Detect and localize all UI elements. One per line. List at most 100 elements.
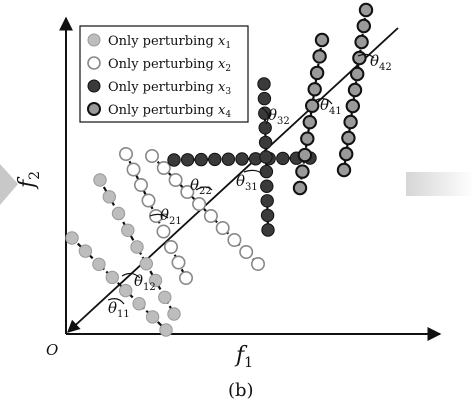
legend-entry-x3: Only perturbing x3 <box>108 80 231 97</box>
marker-x1-b-4 <box>130 240 144 254</box>
legend: Only perturbing x1 Only perturbing x2 On… <box>79 25 249 123</box>
angle-arc-12 <box>121 272 141 279</box>
marker-x3-v-8 <box>260 194 274 208</box>
legend-marker-x3 <box>87 79 101 93</box>
angle-label-32: θ32 <box>268 106 290 127</box>
marker-x2-b-1 <box>156 161 171 176</box>
marker-x4-b-4 <box>350 66 365 82</box>
angle-label-42: θ42 <box>370 52 392 73</box>
legend-marker-x4 <box>87 102 101 116</box>
legend-entry-x4: Only perturbing x4 <box>108 103 231 120</box>
left-side-arrow-icon <box>0 164 18 205</box>
marker-x2-b-9 <box>251 256 266 271</box>
marker-x4-b-3 <box>352 50 367 66</box>
marker-x4-b-6 <box>345 98 360 114</box>
angle-arc-32 <box>261 107 269 125</box>
marker-x4-b-9 <box>339 146 354 162</box>
marker-x4-a-8 <box>295 164 310 179</box>
marker-x4-b-7 <box>343 114 358 130</box>
marker-x3-v-9 <box>260 208 275 223</box>
legend-entry-x2: Only perturbing x2 <box>108 57 231 74</box>
x-axis-label: f1 <box>234 343 253 371</box>
marker-x3-h-5 <box>235 152 249 166</box>
marker-x2-a-6 <box>164 240 179 255</box>
marker-x3-h-8 <box>276 151 290 166</box>
marker-x4-a-3 <box>307 82 322 97</box>
marker-x2-a-5 <box>156 224 171 239</box>
marker-x4-b-5 <box>347 82 363 98</box>
marker-x4-a-1 <box>312 49 327 64</box>
marker-x1-a-7 <box>159 323 173 337</box>
marker-x4-b-8 <box>341 130 356 146</box>
legend-marker-x1 <box>87 33 101 47</box>
marker-x3-h-4 <box>221 152 236 166</box>
marker-x4-a-0 <box>314 32 330 48</box>
marker-x3-h-3 <box>208 152 222 167</box>
marker-x2-a-0 <box>119 147 134 162</box>
marker-x2-b-2 <box>168 173 183 188</box>
angle-label-31: θ31 <box>236 172 258 193</box>
marker-x4-a-2 <box>309 65 325 81</box>
marker-x3-v-10 <box>261 223 275 237</box>
marker-x1-a-1 <box>78 244 93 258</box>
marker-x3-h-0 <box>167 153 181 167</box>
marker-x2-b-7 <box>227 233 242 248</box>
marker-x1-b-0 <box>93 173 107 187</box>
marker-x1-b-6 <box>148 273 163 288</box>
chain-line-x4-a <box>298 39 324 189</box>
legend-entry-x1: Only perturbing x1 <box>108 34 231 51</box>
angle-arc-22 <box>195 186 213 191</box>
marker-x1-b-7 <box>158 290 172 304</box>
angle-arc-21 <box>149 213 169 219</box>
marker-x2-a-3 <box>141 193 156 208</box>
angle-arc-31 <box>243 169 263 175</box>
angle-label-22: θ22 <box>190 176 212 197</box>
origin-label: O <box>46 341 58 359</box>
marker-x1-b-5 <box>139 257 154 271</box>
marker-x2-b-8 <box>239 245 254 260</box>
marker-x1-b-8 <box>167 307 181 321</box>
marker-x4-b-1 <box>356 18 371 34</box>
marker-x3-v-0 <box>257 77 271 91</box>
diagonal-reference-line <box>67 27 399 333</box>
marker-x1-b-2 <box>111 206 126 221</box>
marker-x4-a-6 <box>300 131 315 146</box>
marker-x1-a-6 <box>145 310 160 324</box>
marker-x4-a-4 <box>305 98 320 114</box>
marker-x2-a-4 <box>149 209 164 224</box>
perturbation-chains <box>65 2 374 337</box>
marker-x2-a-8 <box>179 270 194 285</box>
marker-x3-v-6 <box>259 164 274 179</box>
marker-x1-a-4 <box>119 283 133 298</box>
figure-caption: (b) <box>228 380 254 401</box>
marker-x4-b-0 <box>358 2 374 18</box>
marker-x2-b-5 <box>203 209 218 224</box>
marker-x4-a-9 <box>292 180 308 196</box>
marker-x3-v-4 <box>258 135 273 150</box>
marker-x1-a-5 <box>132 297 146 311</box>
marker-x4-b-2 <box>354 34 369 50</box>
marker-x2-a-2 <box>134 178 149 193</box>
angle-label-12: θ12 <box>134 272 156 293</box>
y-axis-label: f2 <box>15 171 43 190</box>
marker-x3-v-7 <box>260 179 274 193</box>
marker-x1-b-3 <box>121 223 135 238</box>
angle-arc-42 <box>357 53 375 59</box>
right-side-bar-icon <box>406 172 474 196</box>
legend-box <box>79 25 249 123</box>
marker-x2-b-4 <box>192 197 207 212</box>
marker-x3-h-2 <box>194 152 208 167</box>
marker-x2-b-3 <box>180 185 195 200</box>
marker-x4-a-5 <box>302 115 317 130</box>
marker-x1-a-2 <box>92 257 106 271</box>
marker-x4-a-7 <box>297 147 313 163</box>
marker-x2-b-6 <box>215 221 230 236</box>
angle-label-11: θ11 <box>108 299 130 320</box>
marker-x1-b-1 <box>102 190 117 204</box>
marker-x3-v-3 <box>258 121 272 135</box>
marker-x2-a-7 <box>171 255 186 270</box>
marker-x3-v-5 <box>259 150 273 164</box>
marker-x3-v-1 <box>257 91 272 106</box>
chain-line-x2-b <box>151 155 259 265</box>
